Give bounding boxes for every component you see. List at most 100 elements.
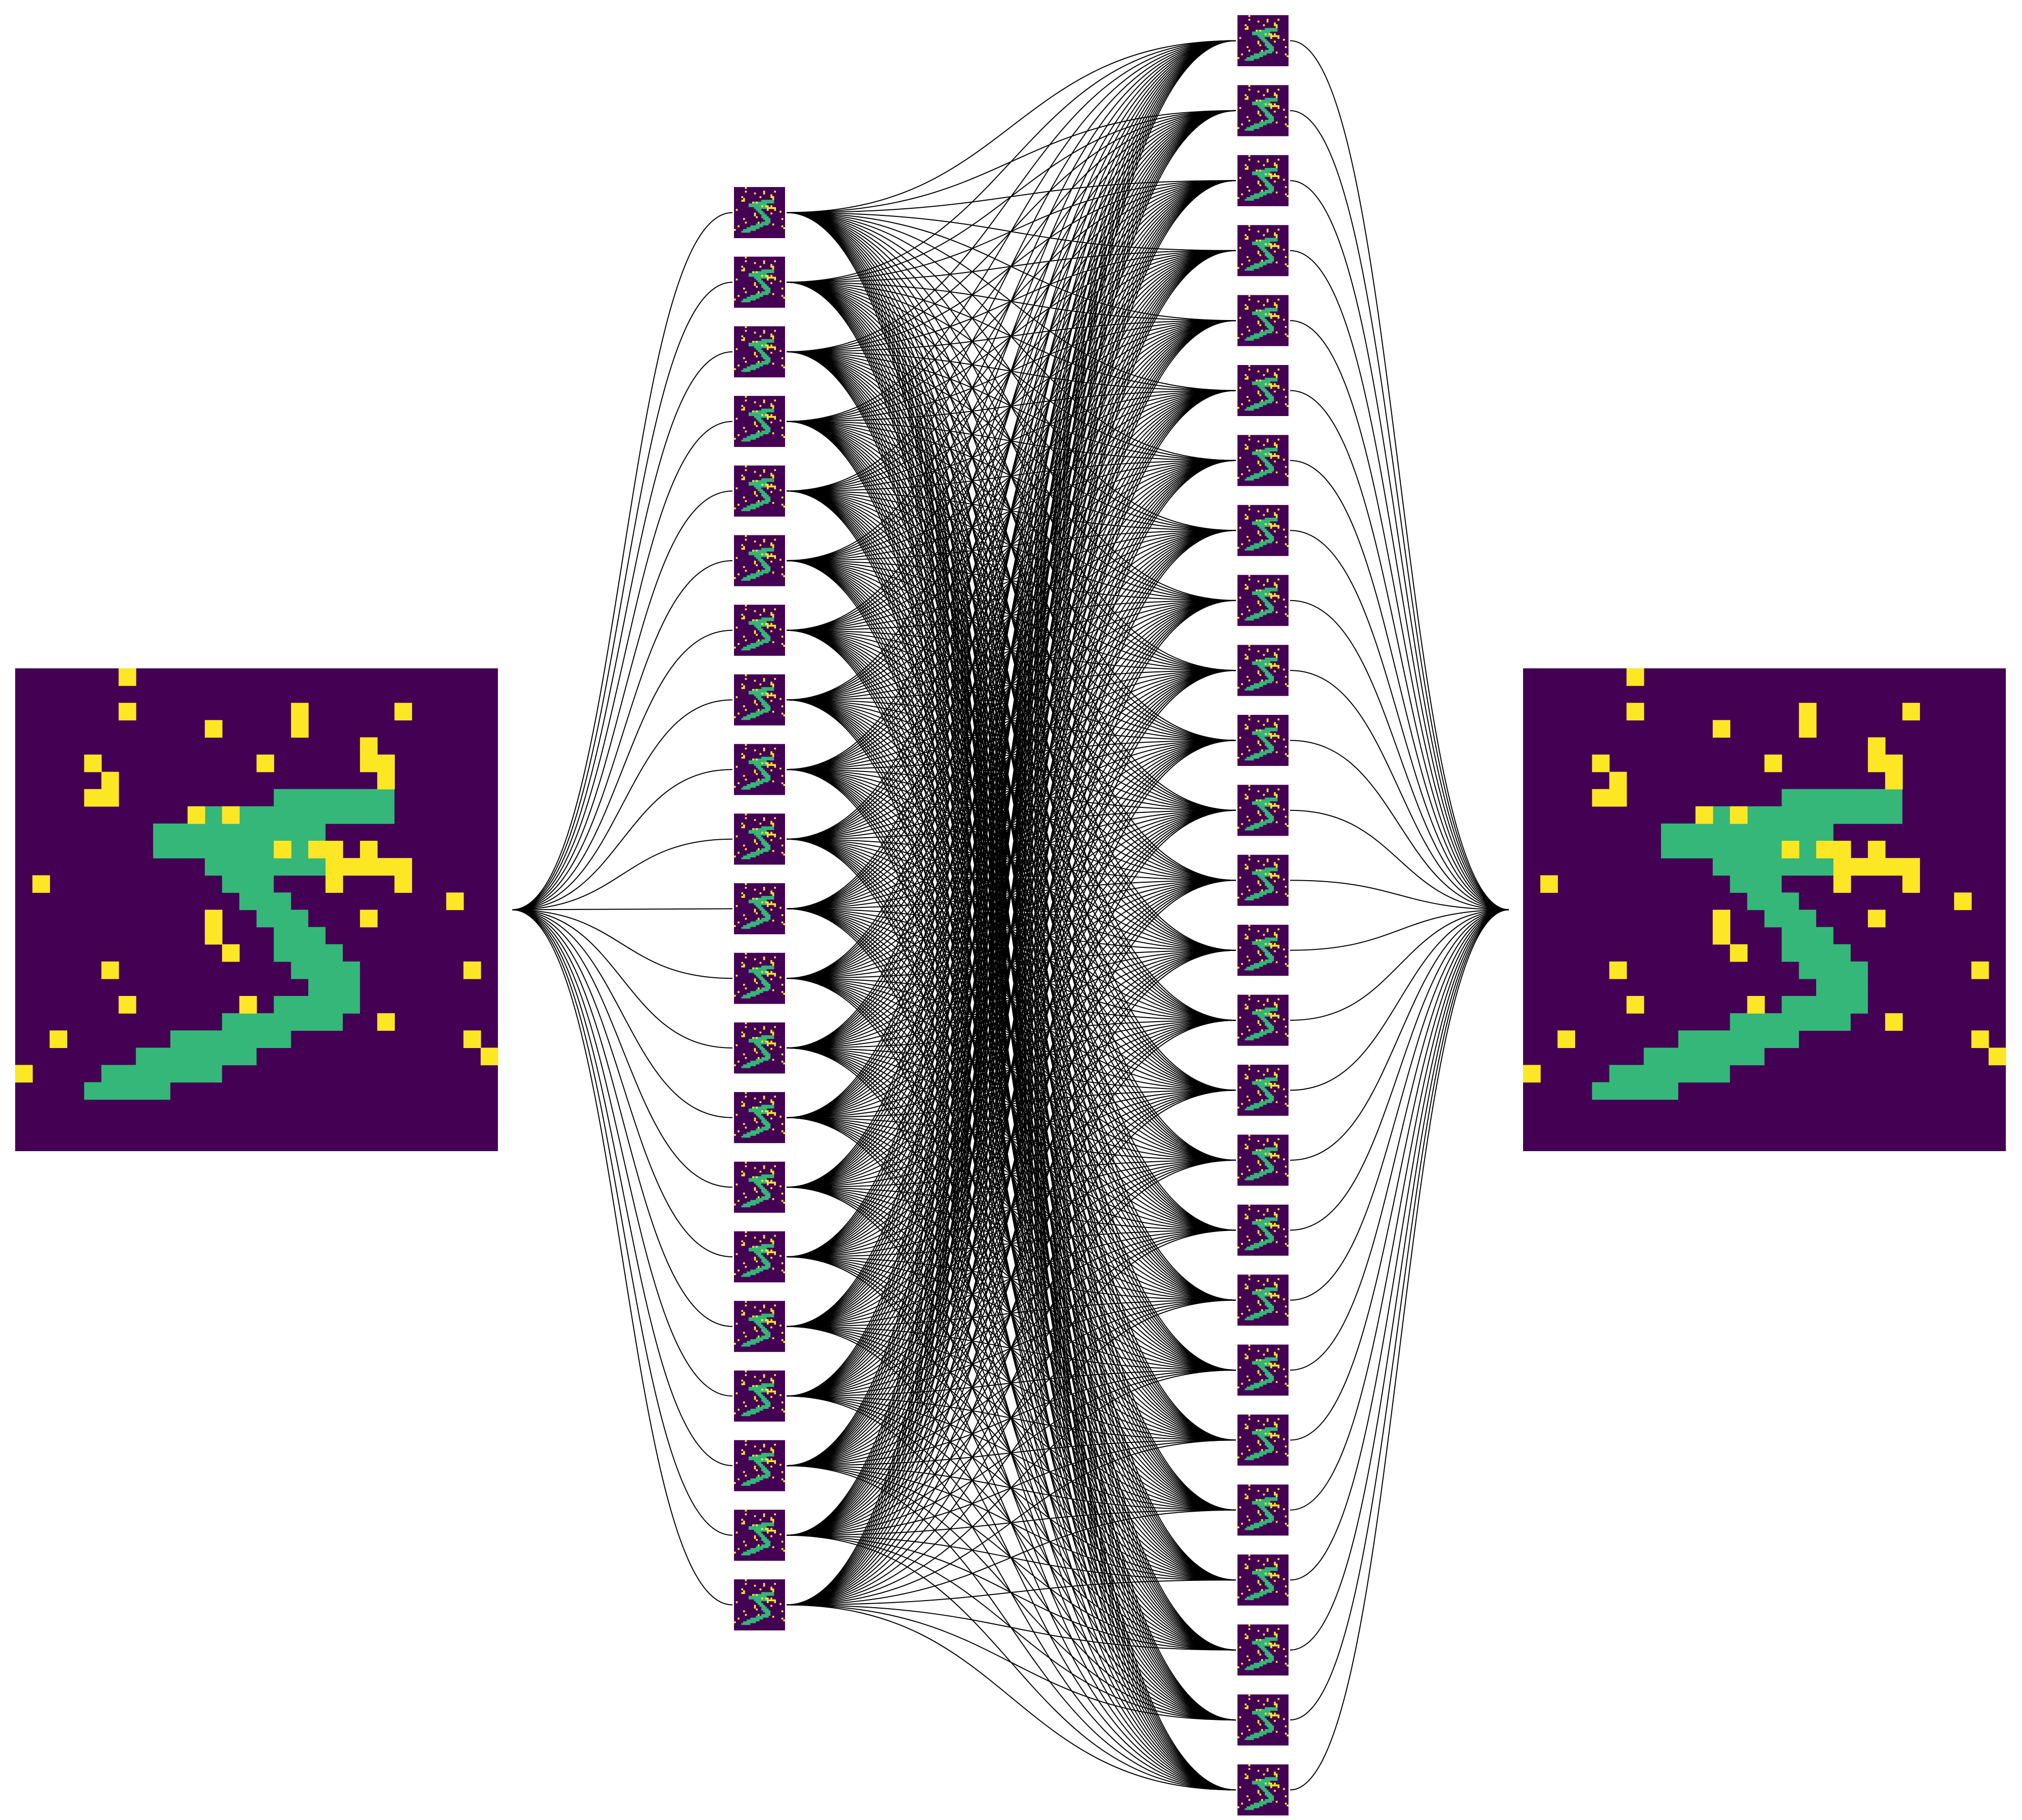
edge-hidden2-to-output [1290, 880, 1509, 911]
edge-hidden1-to-hidden2 [786, 880, 1236, 1606]
edge-input-to-hidden1 [512, 351, 733, 911]
edge-hidden1-to-hidden2 [786, 40, 1236, 979]
hidden1-node [734, 1231, 786, 1283]
edge-hidden1-to-hidden2 [786, 40, 1236, 1536]
edge-hidden2-to-output [1290, 909, 1509, 1301]
hidden1-node [734, 396, 786, 447]
edge-hidden2-to-output [1290, 909, 1509, 1721]
edge-hidden1-to-hidden2 [786, 40, 1236, 1606]
edge-hidden2-to-output [1290, 809, 1509, 911]
hidden2-node [1237, 155, 1289, 206]
edge-input-to-hidden1 [512, 909, 733, 1257]
edge-hidden1-to-hidden2 [786, 530, 1236, 1606]
edge-input-to-hidden1 [512, 490, 733, 911]
hidden1-node [734, 535, 786, 586]
hidden2-node [1237, 435, 1289, 486]
hidden2-node [1237, 1275, 1289, 1326]
edge-hidden2-to-output [1290, 320, 1509, 911]
edge-input-to-hidden1 [512, 909, 733, 1536]
edge-input-to-hidden1 [512, 629, 733, 911]
edge-hidden1-to-hidden2 [786, 670, 1236, 1606]
hidden1-node [734, 1301, 786, 1352]
connection-edges [512, 40, 1509, 1791]
edge-hidden2-to-output [1290, 180, 1509, 911]
edge-hidden1-to-hidden2 [786, 949, 1236, 1606]
hidden2-node [1237, 85, 1289, 136]
edge-hidden1-to-hidden2 [786, 40, 1236, 1327]
edge-hidden1-to-hidden2 [786, 390, 1236, 1606]
edge-hidden1-to-hidden2 [786, 40, 1236, 840]
edge-hidden1-to-hidden2 [786, 180, 1236, 1606]
edge-hidden1-to-hidden2 [786, 1439, 1236, 1606]
edge-hidden2-to-output [1290, 909, 1509, 1021]
edge-hidden1-to-hidden2 [786, 320, 1236, 1606]
hidden2-node [1237, 1415, 1289, 1466]
edge-hidden1-to-hidden2 [786, 460, 1236, 1606]
edge-hidden1-to-hidden2 [786, 1159, 1236, 1606]
edge-hidden2-to-output [1290, 909, 1509, 1511]
edge-hidden1-to-hidden2 [786, 40, 1236, 1049]
edge-hidden2-to-output [1290, 909, 1509, 1231]
hidden1-node [734, 1092, 786, 1144]
hidden1-node [734, 187, 786, 238]
edge-hidden1-to-hidden2 [786, 1604, 1236, 1791]
edge-hidden1-to-hidden2 [786, 40, 1236, 561]
edge-input-to-hidden1 [512, 908, 733, 911]
edge-input-to-hidden1 [512, 560, 733, 911]
edge-hidden1-to-hidden2 [786, 1020, 1236, 1606]
edge-hidden1-to-hidden2 [786, 40, 1236, 1188]
edge-hidden1-to-hidden2 [786, 40, 1236, 770]
hidden1-node [734, 1022, 786, 1074]
edge-input-to-hidden1 [512, 838, 733, 911]
edge-hidden1-to-hidden2 [786, 40, 1236, 283]
hidden2-node [1237, 505, 1289, 556]
hidden1-node [734, 465, 786, 517]
edge-hidden1-to-hidden2 [786, 40, 1236, 492]
hidden2-node [1237, 15, 1289, 66]
edge-hidden1-to-hidden2 [786, 40, 1236, 909]
hidden2-node [1237, 1065, 1289, 1116]
edge-hidden1-to-hidden2 [786, 740, 1236, 1606]
hidden2-node [1237, 1554, 1289, 1606]
hidden2-node [1237, 1764, 1289, 1815]
edge-hidden2-to-output [1290, 600, 1509, 911]
edge-input-to-hidden1 [512, 909, 733, 1327]
hidden1-node [734, 744, 786, 795]
edge-hidden1-to-hidden2 [786, 40, 1236, 631]
edge-hidden2-to-output [1290, 909, 1509, 1161]
edge-hidden2-to-output [1290, 909, 1509, 1791]
edge-hidden2-to-output [1290, 110, 1509, 911]
hidden1-node [734, 1440, 786, 1491]
edge-hidden1-to-hidden2 [786, 1299, 1236, 1606]
edge-hidden2-to-output [1290, 390, 1509, 911]
edge-input-to-hidden1 [512, 421, 733, 911]
edge-hidden2-to-output [1290, 530, 1509, 911]
hidden1-node [734, 605, 786, 656]
edge-input-to-hidden1 [512, 909, 733, 1467]
edge-input-to-hidden1 [512, 909, 733, 1188]
edge-hidden1-to-hidden2 [786, 1230, 1236, 1606]
network-nodes [15, 15, 2006, 1815]
hidden1-node [734, 1370, 786, 1422]
hidden2-node [1237, 925, 1289, 976]
hidden2-node [1237, 1134, 1289, 1186]
hidden2-node [1237, 1344, 1289, 1396]
edge-input-to-hidden1 [512, 769, 733, 911]
edge-hidden1-to-hidden2 [786, 1509, 1236, 1606]
edge-hidden1-to-hidden2 [786, 1579, 1236, 1606]
edge-hidden1-to-hidden2 [786, 40, 1236, 1467]
edge-hidden1-to-hidden2 [786, 250, 1236, 1606]
edge-hidden1-to-hidden2 [786, 40, 1236, 701]
edge-input-to-hidden1 [512, 909, 733, 1118]
hidden1-node [734, 674, 786, 725]
hidden1-node [734, 1161, 786, 1213]
edge-hidden2-to-output [1290, 909, 1509, 1091]
edge-input-to-hidden1 [512, 909, 733, 1397]
edge-hidden2-to-output [1290, 909, 1509, 1371]
edge-hidden2-to-output [1290, 909, 1509, 1581]
edge-hidden1-to-hidden2 [786, 1370, 1236, 1606]
hidden2-node [1237, 1204, 1289, 1256]
hidden2-node [1237, 1624, 1289, 1676]
hidden1-node [734, 813, 786, 865]
